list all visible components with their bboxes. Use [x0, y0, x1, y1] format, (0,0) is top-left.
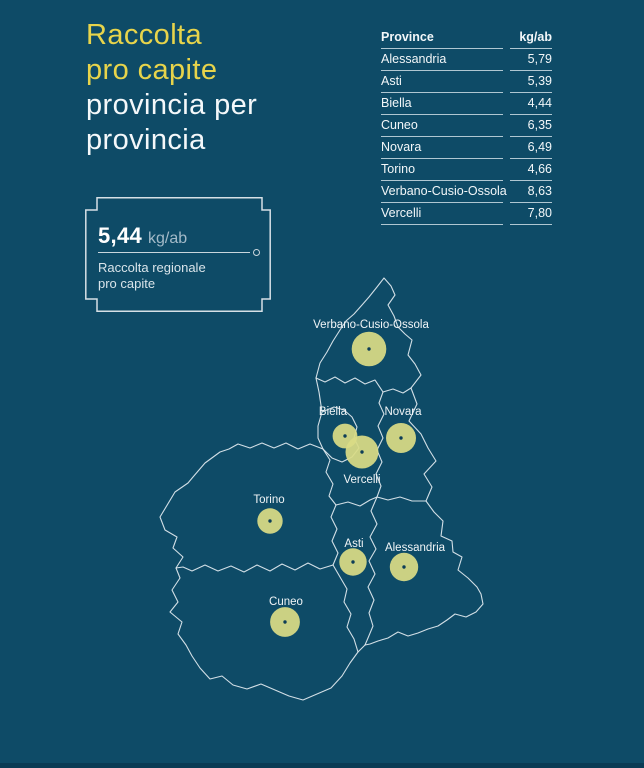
table-row: Asti 5,39 — [381, 71, 552, 93]
table-row: Verbano-Cusio-Ossola 8,63 — [381, 181, 552, 203]
province-label: Novara — [384, 406, 422, 418]
bubble-center-dot — [402, 565, 406, 569]
province-name-cell: Vercelli — [381, 206, 503, 225]
province-name-cell: Alessandria — [381, 52, 503, 71]
province-border-asti-alessandria — [364, 496, 378, 646]
province-table: Province kg/ab Alessandria 5,79 Asti 5,39 Bi… — [381, 27, 552, 225]
province-border-vercelli — [322, 448, 378, 507]
bubble-layer — [257, 331, 419, 637]
province-value-cell: 5,79 — [510, 52, 552, 71]
province-name-cell: Novara — [381, 140, 503, 159]
province-value-cell: 6,35 — [510, 118, 552, 137]
province-name-cell: Asti — [381, 74, 503, 93]
table-row: Cuneo 6,35 — [381, 115, 552, 137]
province-label: Asti — [344, 538, 363, 550]
table-header-row: Province kg/ab — [381, 27, 552, 49]
bottom-bar — [0, 763, 644, 768]
regional-average-value: 5,44 — [98, 223, 143, 248]
page-title: Raccolta pro capite provincia per provin… — [86, 18, 257, 158]
province-label: Vercelli — [343, 474, 380, 486]
title-line-3: provincia per — [86, 89, 258, 121]
province-label: Cuneo — [269, 596, 303, 608]
province-name-cell: Cuneo — [381, 118, 503, 137]
regional-average-caption: Raccolta regionale pro capite — [98, 260, 206, 292]
regional-average-box: 5,44 kg/ab Raccolta regionale pro capite — [85, 197, 271, 312]
bubble-dot-layer — [268, 347, 406, 624]
province-border-vco — [315, 376, 412, 394]
table-row: Vercelli 7,80 — [381, 203, 552, 225]
province-value-cell: 4,66 — [510, 162, 552, 181]
province-label: Alessandria — [385, 542, 446, 554]
table-body: Alessandria 5,79 Asti 5,39 Biella 4,44 Cuneo 6,… — [381, 49, 552, 225]
province-name-cell: Biella — [381, 96, 503, 115]
table-header-value: kg/ab — [510, 30, 552, 49]
bracket-frame — [85, 197, 271, 312]
bubble-center-dot — [351, 560, 355, 564]
table-row: Torino 4,66 — [381, 159, 552, 181]
table-row: Alessandria 5,79 — [381, 49, 552, 71]
bubble-center-dot — [343, 434, 347, 438]
province-value-cell: 8,63 — [510, 184, 552, 203]
table-header-province: Province — [381, 30, 503, 49]
line-endpoint-dot-icon — [253, 249, 260, 256]
province-label: Biella — [319, 406, 348, 418]
caption-line-1: Raccolta regionale — [98, 260, 206, 275]
caption-line-2: pro capite — [98, 276, 156, 291]
bubble-center-dot — [283, 620, 287, 624]
bubble-center-dot — [399, 436, 403, 440]
province-border-torino-south — [175, 562, 334, 573]
divider-line — [98, 252, 250, 254]
province-value-cell: 5,39 — [510, 74, 552, 93]
bubble-center-dot — [360, 450, 364, 454]
province-label: Verbano-Cusio-Ossola — [313, 319, 429, 331]
province-border-torino-east — [330, 504, 339, 566]
table-row: Novara 6,49 — [381, 137, 552, 159]
table-row: Biella 4,44 — [381, 93, 552, 115]
province-value-cell: 7,80 — [510, 206, 552, 225]
province-value-cell: 4,44 — [510, 96, 552, 115]
title-line-1: Raccolta — [86, 19, 203, 51]
province-value-cell: 6,49 — [510, 140, 552, 159]
province-border-cuneo-asti — [332, 564, 359, 653]
bubble-center-dot — [367, 347, 371, 351]
regional-average-unit: kg/ab — [148, 230, 188, 247]
region-outline — [159, 277, 484, 701]
province-name-cell: Torino — [381, 162, 503, 181]
title-line-2: pro capite — [86, 54, 218, 86]
province-label: Torino — [253, 494, 284, 506]
province-border-novara — [375, 391, 427, 502]
province-name-cell: Verbano-Cusio-Ossola — [381, 184, 507, 203]
bubble-center-dot — [268, 519, 272, 523]
title-line-4: provincia — [86, 124, 206, 156]
map-label-layer: Verbano-Cusio-Ossola Biella Novara Vercelli… — [253, 319, 445, 608]
